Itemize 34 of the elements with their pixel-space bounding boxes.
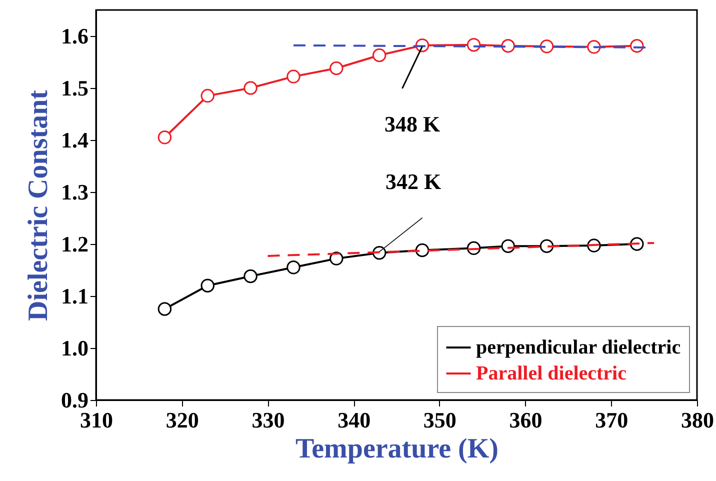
y-tick-label: 1.3 [61,180,88,204]
x-tick-label: 350 [423,408,456,432]
x-tick-label: 370 [595,408,628,432]
point [158,130,172,144]
y-tick-label: 1.4 [61,128,88,152]
legend-label: perpendicular dielectric [476,336,681,358]
y-tick-label: 1.0 [61,336,88,360]
point [415,243,430,258]
x-tick-label: 320 [166,408,199,432]
y-tick-label: 1.2 [61,232,88,256]
point [200,278,214,292]
point [200,88,214,103]
point [540,239,554,253]
annotation: 348 K [384,111,440,136]
y-tick-label: 1.5 [61,76,88,100]
x-tick-label: 360 [509,408,542,432]
point [330,61,344,76]
x-tick-label: 380 [681,408,714,432]
x-axis-title: Temperature (K) [296,434,498,464]
point [501,39,515,53]
annotation: 342 K [386,168,442,194]
point [244,269,258,284]
x-tick-label: 340 [338,408,371,432]
point [540,40,554,54]
point [158,302,172,316]
point [286,260,300,274]
point [244,81,258,95]
point [372,48,386,62]
y-tick-label: 1.1 [61,284,88,308]
legend-label: Parallel dielectric [476,362,627,384]
point [286,70,300,84]
y-tick-label: 1.6 [61,24,88,48]
y-axis-title: Dielectric Constant [23,89,54,321]
x-tick-label: 330 [252,408,285,432]
